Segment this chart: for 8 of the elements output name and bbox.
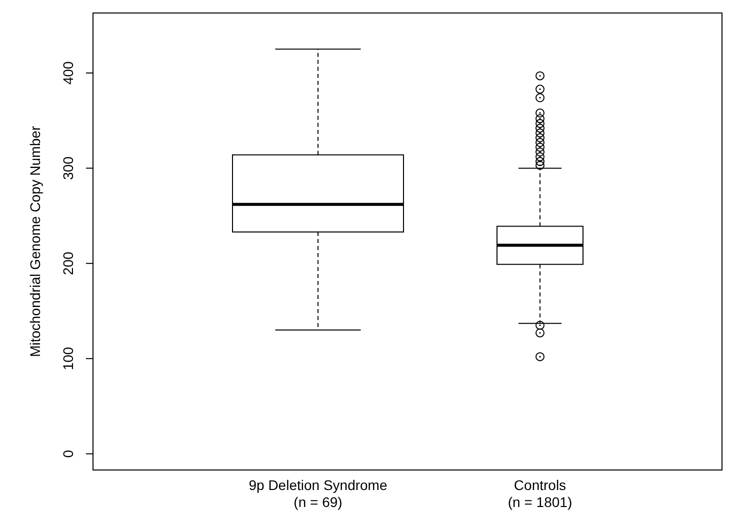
y-tick-label: 200 <box>60 252 76 276</box>
y-axis-title: Mitochondrial Genome Copy Number <box>27 126 43 358</box>
y-tick-label: 400 <box>60 61 76 85</box>
y-tick-label: 300 <box>60 156 76 180</box>
y-tick-label: 0 <box>60 450 76 458</box>
x-tick-label: 9p Deletion Syndrome (n = 69) <box>248 477 388 510</box>
y-tick-label: 100 <box>60 346 76 370</box>
x-tick-label: Controls (n = 1801) <box>508 477 572 510</box>
